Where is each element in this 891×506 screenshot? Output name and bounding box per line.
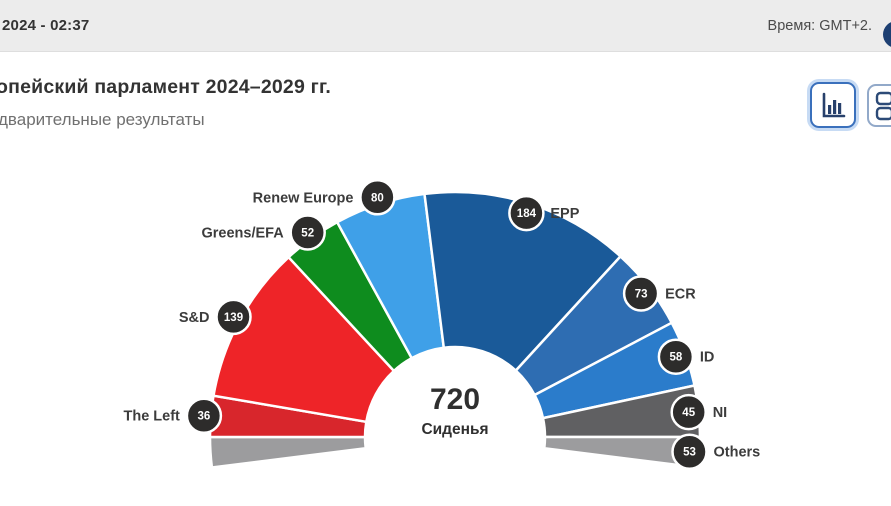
chart-segment-others-left[interactable] xyxy=(208,435,368,469)
seat-grid-icon xyxy=(875,91,891,120)
seats-view-button[interactable] xyxy=(867,84,891,127)
party-label-s-d: S&D xyxy=(179,310,210,326)
chart-segment-epp[interactable] xyxy=(423,190,623,373)
party-label-the-left: The Left xyxy=(124,409,181,425)
page-subtitle: дварительные результаты xyxy=(0,110,205,129)
seat-badge-value-renew-europe: 80 xyxy=(371,192,384,204)
bar-chart-icon xyxy=(822,92,846,118)
info-badge[interactable] xyxy=(883,21,891,48)
seat-badge-value-id: 58 xyxy=(670,352,683,364)
party-label-ni: NI xyxy=(713,405,728,421)
party-label-epp: EPP xyxy=(550,206,579,222)
party-label-others: Others xyxy=(714,445,761,461)
seat-badge-the-left xyxy=(185,397,223,434)
top-bar: 2024 - 02:37 Время: GMT+2. xyxy=(0,0,891,52)
chart-view-button[interactable] xyxy=(810,82,856,128)
total-seats-value: 720 xyxy=(430,383,480,416)
seat-badge-value-s-d: 139 xyxy=(224,312,243,324)
party-label-greens-efa: Greens/EFA xyxy=(201,226,284,242)
party-label-id: ID xyxy=(700,350,715,366)
chart-segment-s-d[interactable] xyxy=(212,255,396,424)
seat-badge-id xyxy=(657,338,695,375)
total-seats-caption: Сиденья xyxy=(421,421,488,438)
seat-badge-value-others: 53 xyxy=(683,447,696,459)
seat-badge-others xyxy=(671,433,708,470)
timezone-label: Время: GMT+2. xyxy=(767,17,872,34)
seat-badge-ecr xyxy=(622,275,660,312)
page-title: опейский парламент 2024–2029 гг. xyxy=(0,76,331,98)
seat-badge-renew-europe xyxy=(359,179,396,216)
party-label-ecr: ECR xyxy=(665,287,696,303)
datetime-label: 2024 - 02:37 xyxy=(2,17,90,34)
seat-badge-greens-efa xyxy=(289,214,326,251)
page-header: опейский парламент 2024–2029 гг. дварите… xyxy=(0,76,891,130)
hemicycle-chart: 720 Сиденья 36 The Left 139 S&D 52 Greens/EFA 80… xyxy=(0,140,891,506)
seat-badge-value-the-left: 36 xyxy=(198,411,211,423)
seat-badge-value-ni: 45 xyxy=(682,407,695,419)
seat-badge-value-greens-efa: 52 xyxy=(301,228,314,240)
seat-badge-ni xyxy=(670,393,707,431)
seat-badge-epp xyxy=(508,194,545,232)
hemicycle-center xyxy=(366,348,544,506)
seat-badge-s-d xyxy=(215,298,252,336)
party-label-renew-europe: Renew Europe xyxy=(253,190,354,206)
seat-badge-value-ecr: 73 xyxy=(635,289,648,301)
seat-badge-value-epp: 184 xyxy=(517,208,537,220)
